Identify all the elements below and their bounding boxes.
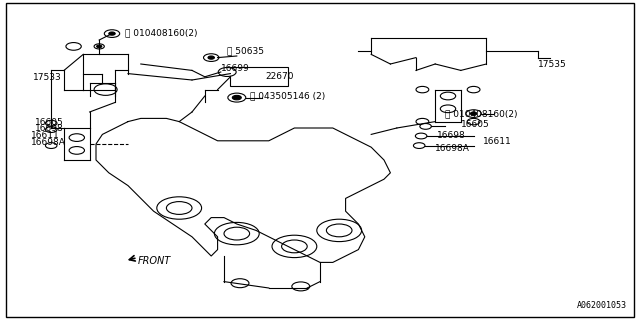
Text: Ⓑ 010408160(2): Ⓑ 010408160(2): [445, 109, 517, 118]
Circle shape: [415, 133, 427, 139]
Circle shape: [231, 279, 249, 288]
Circle shape: [45, 127, 57, 132]
Circle shape: [467, 86, 480, 93]
Circle shape: [224, 227, 250, 240]
Text: 16699: 16699: [221, 64, 250, 73]
Text: 16698: 16698: [437, 131, 466, 140]
Circle shape: [204, 54, 219, 61]
Text: Ⓑ 010408160(2): Ⓑ 010408160(2): [125, 28, 197, 37]
Circle shape: [94, 84, 117, 95]
Circle shape: [440, 92, 456, 100]
Circle shape: [94, 44, 104, 49]
Text: Ⓢ 043505146 (2): Ⓢ 043505146 (2): [250, 92, 325, 100]
Circle shape: [69, 147, 84, 154]
Circle shape: [466, 110, 481, 117]
Circle shape: [420, 124, 431, 129]
Circle shape: [413, 143, 425, 148]
Circle shape: [282, 240, 307, 253]
Text: 16605: 16605: [461, 120, 490, 129]
Circle shape: [157, 197, 202, 219]
Text: 17533: 17533: [33, 73, 62, 82]
Circle shape: [416, 86, 429, 93]
Text: 16605: 16605: [35, 118, 64, 127]
Text: 16611: 16611: [483, 137, 512, 146]
Circle shape: [326, 224, 352, 237]
Circle shape: [228, 93, 246, 102]
Circle shape: [232, 95, 241, 100]
Circle shape: [416, 118, 429, 125]
Circle shape: [272, 235, 317, 258]
Circle shape: [317, 219, 362, 242]
Circle shape: [470, 112, 477, 115]
Circle shape: [440, 105, 456, 113]
Text: A062001053: A062001053: [577, 301, 627, 310]
Circle shape: [66, 43, 81, 50]
Text: 22670: 22670: [266, 72, 294, 81]
Circle shape: [104, 30, 120, 37]
Circle shape: [292, 282, 310, 291]
Text: FRONT: FRONT: [138, 256, 171, 266]
Circle shape: [214, 222, 259, 245]
Circle shape: [109, 32, 115, 35]
Circle shape: [467, 118, 480, 125]
Text: 16611: 16611: [31, 131, 60, 140]
Circle shape: [69, 134, 84, 141]
Circle shape: [218, 68, 236, 76]
FancyBboxPatch shape: [230, 67, 288, 86]
Circle shape: [97, 45, 102, 48]
Text: 16698: 16698: [35, 124, 64, 133]
Text: Ⓐ 50635: Ⓐ 50635: [227, 47, 264, 56]
Circle shape: [45, 143, 57, 148]
Circle shape: [166, 202, 192, 214]
Text: 16698A: 16698A: [31, 138, 65, 147]
Text: 17535: 17535: [538, 60, 566, 68]
Circle shape: [45, 120, 57, 126]
Circle shape: [208, 56, 214, 59]
Text: 16698A: 16698A: [435, 144, 470, 153]
